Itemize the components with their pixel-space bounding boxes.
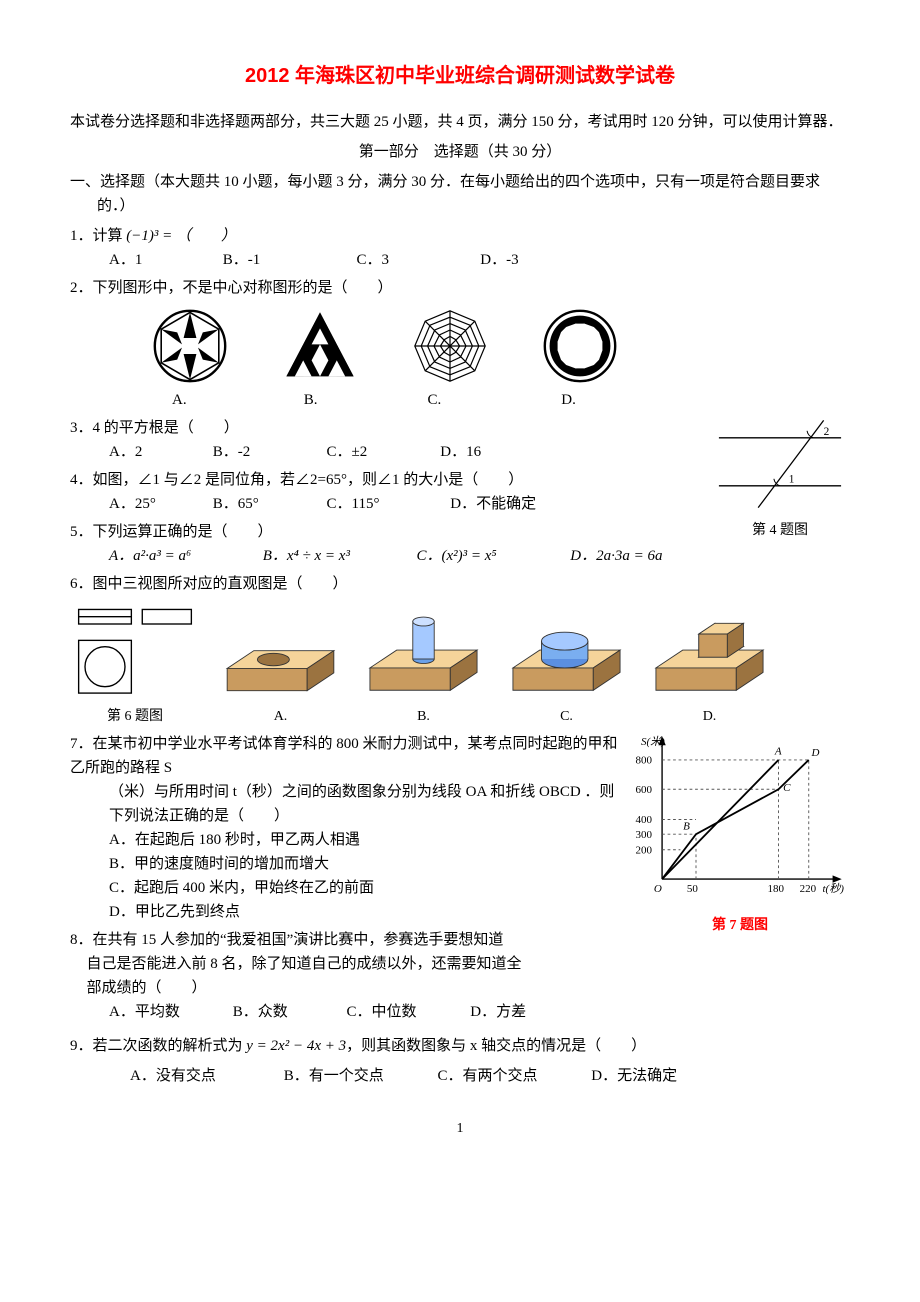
q1-opt-b: B．-1 (223, 248, 353, 272)
q1-opt-c: C．3 (357, 248, 477, 272)
q9-stem-prefix: 9．若二次函数的解析式为 (70, 1038, 246, 1054)
svg-text:180: 180 (768, 883, 785, 895)
q4-opt-a: A．25° (109, 492, 209, 516)
q6-caption: 第 6 题图 (107, 706, 163, 728)
exam-intro: 本试卷分选择题和非选择题两部分，共三大题 25 小题，共 4 页，满分 150 … (70, 110, 850, 134)
q6-stem: 6．图中三视图所对应的直观图是（ ） (70, 572, 850, 596)
q2-label-c: C. (428, 388, 558, 412)
q2-fig-d (540, 306, 620, 386)
q1-expr: (−1)³ = （ ） (126, 228, 236, 244)
exam-title: 2012 年海珠区初中毕业班综合调研测试数学试卷 (70, 60, 850, 92)
q3-opt-d: D．16 (440, 440, 481, 464)
q8-opt-a: A．平均数 (109, 1000, 229, 1024)
q7-graph-box: 800 600 400 300 200 S(米) O 50 180 220 t(… (630, 732, 850, 937)
q2-label-d: D. (561, 388, 576, 412)
svg-text:2: 2 (824, 426, 830, 438)
part1-header: 第一部分 选择题（共 30 分） (70, 140, 850, 164)
distance-time-graph-icon: 800 600 400 300 200 S(米) O 50 180 220 t(… (630, 732, 850, 907)
svg-text:O: O (654, 883, 662, 895)
q2-fig-a (150, 306, 230, 386)
svg-text:S(米): S(米) (641, 736, 665, 749)
svg-text:D: D (811, 748, 820, 760)
gear-ring-icon (540, 306, 620, 386)
svg-text:600: 600 (636, 784, 653, 796)
svg-text:1: 1 (789, 473, 795, 485)
svg-text:50: 50 (687, 883, 699, 895)
star-six-icon (150, 306, 230, 386)
q8-opt-c: C．中位数 (347, 1000, 467, 1024)
q6-opt-c-fig: C. (504, 614, 629, 728)
q2-fig-b (280, 306, 360, 386)
q6-opt-a-fig: A. (218, 624, 343, 728)
svg-text:800: 800 (636, 755, 653, 767)
svg-text:A: A (774, 746, 782, 758)
svg-text:300: 300 (636, 829, 653, 841)
svg-text:220: 220 (800, 883, 817, 895)
question-7: 800 600 400 300 200 S(米) O 50 180 220 t(… (70, 732, 850, 1024)
solid-b-icon (361, 614, 486, 704)
q8-opt-b: B．众数 (233, 1000, 343, 1024)
q9-opt-b: B．有一个交点 (284, 1064, 434, 1088)
q2-stem: 2．下列图形中，不是中心对称图形的是（ ） (70, 276, 850, 300)
q8-stem-3: 部成绩的（ ） (87, 976, 851, 1000)
web-octagon-icon (410, 306, 490, 386)
q6-label-d: D. (703, 706, 717, 728)
q5-opt-b: B．x⁴ ÷ x = x³ (263, 544, 413, 568)
question-2: 2．下列图形中，不是中心对称图形的是（ ） (70, 276, 850, 412)
svg-text:200: 200 (636, 845, 653, 857)
q3-opt-b: B．-2 (213, 440, 323, 464)
q8-stem-2: 自己是否能进入前 8 名，除了知道自己的成绩以外，还需要知道全 (87, 952, 851, 976)
q7-caption: 第 7 题图 (630, 915, 850, 937)
q9-stem-suffix: ，则其函数图象与 x 轴交点的情况是（ ） (346, 1038, 646, 1054)
question-9: 9．若二次函数的解析式为 y = 2x² − 4x + 3，则其函数图象与 x … (70, 1034, 850, 1088)
q6-opt-d-fig: D. (647, 614, 772, 728)
q8-opt-d: D．方差 (470, 1000, 526, 1024)
q2-fig-c (410, 306, 490, 386)
q9-expr: y = 2x² − 4x + 3 (246, 1038, 346, 1054)
q5-opt-a: A．a²·a³ = a⁶ (109, 544, 259, 568)
q6-label-b: B. (417, 706, 430, 728)
parallel-lines-transversal-icon: 2 1 (710, 416, 850, 512)
q9-opt-c: C．有两个交点 (438, 1064, 588, 1088)
svg-text:t(秒): t(秒) (823, 882, 845, 895)
question-6: 6．图中三视图所对应的直观图是（ ） 第 6 题图 (70, 572, 850, 728)
q9-opt-a: A．没有交点 (130, 1064, 280, 1088)
page-number: 1 (70, 1118, 850, 1140)
question-1: 1．计算 (−1)³ = （ ） A．1 B．-1 C．3 D．-3 (70, 224, 850, 272)
q1-opt-d: D．-3 (480, 248, 518, 272)
q1-opt-a: A．1 (109, 248, 219, 272)
q4-opt-c: C．115° (327, 492, 447, 516)
q3-opt-a: A．2 (109, 440, 209, 464)
q5-opt-d: D．2a·3a = 6a (570, 544, 662, 568)
q9-opt-d: D．无法确定 (591, 1064, 677, 1088)
q4-opt-d: D．不能确定 (450, 492, 536, 516)
solid-c-icon (504, 614, 629, 704)
svg-text:B: B (683, 821, 690, 833)
q4-caption: 第 4 题图 (710, 520, 850, 542)
solid-a-icon (218, 624, 343, 704)
section1-header: 一、选择题（本大题共 10 小题，每小题 3 分，满分 30 分．在每小题给出的… (97, 170, 850, 218)
svg-text:400: 400 (636, 815, 653, 827)
q6-label-a: A. (274, 706, 288, 728)
triangle-fractal-icon (280, 306, 360, 386)
svg-text:C: C (783, 782, 791, 794)
q2-label-b: B. (304, 388, 424, 412)
solid-d-icon (647, 614, 772, 704)
q4-opt-b: B．65° (213, 492, 323, 516)
q6-opt-b-fig: B. (361, 614, 486, 728)
q1-stem-prefix: 1．计算 (70, 228, 126, 244)
q6-label-c: C. (560, 706, 573, 728)
q6-three-view: 第 6 题图 (70, 604, 200, 728)
q3-opt-c: C．±2 (327, 440, 437, 464)
q2-label-a: A. (172, 388, 300, 412)
q4-diagram-box: 2 1 第 4 题图 (710, 416, 850, 542)
q5-opt-c: C．(x²)³ = x⁵ (417, 544, 567, 568)
three-view-icon (70, 604, 200, 704)
